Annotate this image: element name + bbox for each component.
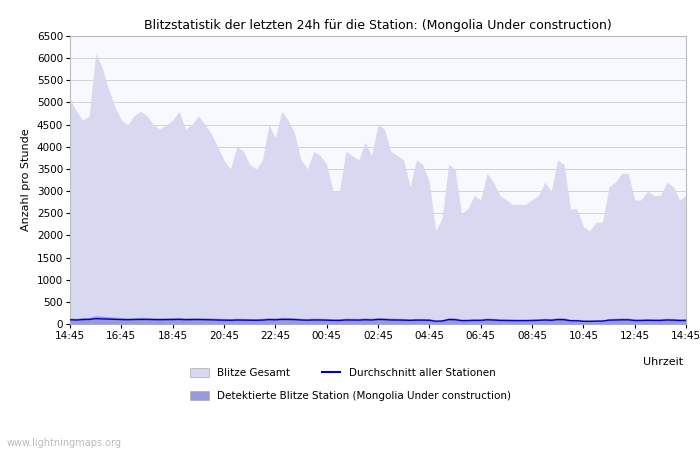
- Text: www.lightningmaps.org: www.lightningmaps.org: [7, 438, 122, 448]
- Text: Uhrzeit: Uhrzeit: [643, 357, 683, 367]
- Legend: Detektierte Blitze Station (Mongolia Under construction): Detektierte Blitze Station (Mongolia Und…: [186, 387, 515, 405]
- Title: Blitzstatistik der letzten 24h für die Station: (Mongolia Under construction): Blitzstatistik der letzten 24h für die S…: [144, 19, 612, 32]
- Y-axis label: Anzahl pro Stunde: Anzahl pro Stunde: [21, 129, 32, 231]
